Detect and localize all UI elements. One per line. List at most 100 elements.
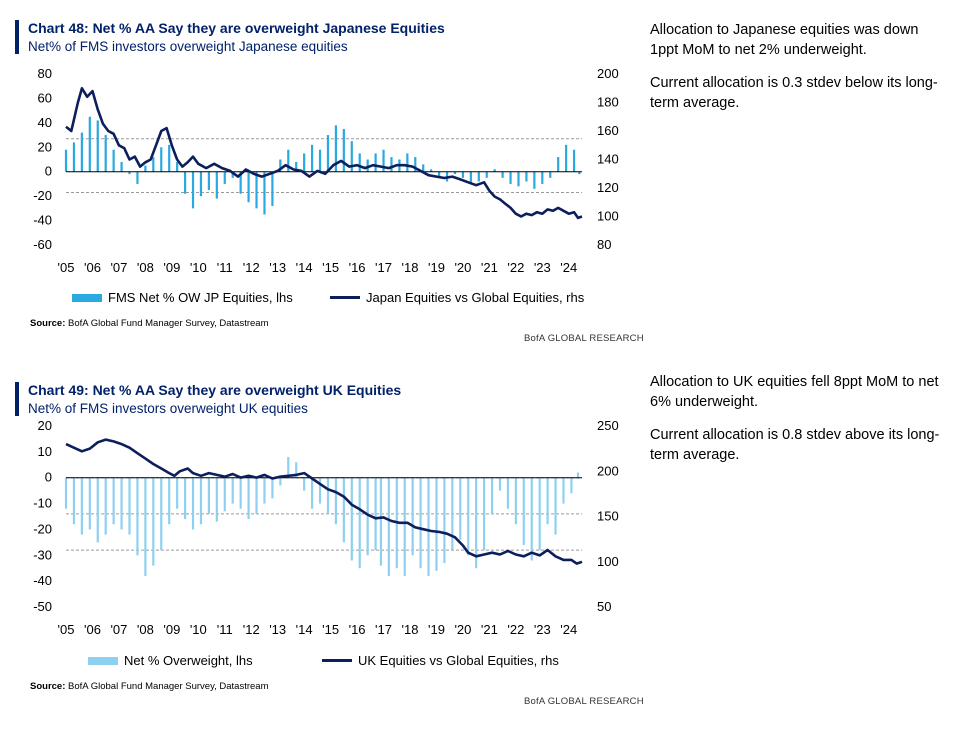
bar bbox=[334, 477, 338, 525]
bar bbox=[271, 171, 274, 206]
bar bbox=[160, 147, 163, 172]
bar bbox=[191, 477, 195, 530]
x-tick-label: '16 bbox=[349, 622, 366, 637]
x-tick-label: '07 bbox=[110, 622, 127, 637]
y-tick-label-left: -40 bbox=[33, 573, 52, 588]
commentary-paragraph: Current allocation is 0.3 stdev below it… bbox=[650, 75, 938, 111]
legend-item-line: UK Equities vs Global Equities, rhs bbox=[322, 653, 559, 668]
bar bbox=[263, 477, 266, 504]
source-note: Source: BofA Global Fund Manager Survey,… bbox=[30, 318, 269, 329]
y-tick-label-left: -20 bbox=[33, 521, 52, 536]
bar bbox=[557, 157, 560, 172]
bar bbox=[112, 477, 115, 525]
x-tick-label: '06 bbox=[84, 260, 101, 275]
bar bbox=[191, 171, 195, 209]
bar bbox=[247, 171, 250, 203]
legend-label: UK Equities vs Global Equities, rhs bbox=[358, 653, 559, 668]
bar bbox=[403, 477, 406, 576]
y-tick-label-right: 180 bbox=[597, 95, 619, 110]
bar bbox=[88, 477, 91, 530]
source-note: Source: BofA Global Fund Manager Survey,… bbox=[30, 681, 269, 692]
legend-swatch-bars bbox=[72, 293, 102, 302]
x-tick-label: '12 bbox=[243, 260, 260, 275]
bar bbox=[303, 477, 306, 491]
bar bbox=[231, 477, 234, 504]
legend-swatch-line bbox=[322, 659, 352, 662]
y-tick-label-left: -60 bbox=[33, 237, 52, 252]
bar bbox=[295, 161, 298, 172]
bar bbox=[390, 157, 393, 172]
bar bbox=[144, 477, 147, 576]
bar bbox=[453, 171, 457, 175]
bar bbox=[207, 477, 210, 514]
bar bbox=[549, 171, 552, 178]
bar bbox=[350, 477, 353, 561]
legend-label: Japan Equities vs Global Equities, rhs bbox=[366, 290, 585, 305]
bar bbox=[183, 477, 187, 520]
bar bbox=[379, 477, 382, 566]
bar bbox=[498, 477, 502, 491]
x-tick-label: '24 bbox=[560, 260, 577, 275]
commentary-paragraph: Allocation to UK equities fell 8ppt MoM … bbox=[650, 374, 939, 410]
bar bbox=[326, 477, 330, 514]
y-tick-label-left: 20 bbox=[38, 139, 52, 154]
x-tick-label: '19 bbox=[428, 622, 445, 637]
bar bbox=[576, 472, 580, 478]
y-tick-label-left: -20 bbox=[33, 188, 52, 203]
chart-subtitle: Net% of FMS investors overweight Japanes… bbox=[28, 39, 348, 54]
bar bbox=[387, 477, 390, 576]
y-tick-label-right: 100 bbox=[597, 209, 619, 224]
bar bbox=[64, 149, 68, 172]
chart-plot: 20100-10-20-30-40-5025020015010050'05'06… bbox=[33, 418, 619, 637]
x-tick-label: '05 bbox=[58, 622, 75, 637]
bar bbox=[104, 135, 107, 172]
chart-plot: 806040200-20-40-6020018016014012010080'0… bbox=[33, 66, 619, 275]
bar bbox=[223, 477, 226, 512]
x-tick-label: '22 bbox=[507, 260, 524, 275]
x-tick-label: '06 bbox=[84, 622, 101, 637]
commentary-paragraph: Current allocation is 0.8 stdev above it… bbox=[650, 427, 940, 463]
bar bbox=[538, 477, 541, 551]
chart-panel-uk: Chart 49: Net % AA Say they are overweig… bbox=[0, 362, 644, 724]
bar bbox=[88, 116, 91, 172]
x-tick-label: '17 bbox=[375, 622, 392, 637]
bar bbox=[435, 477, 438, 571]
bar bbox=[530, 477, 533, 561]
bar bbox=[366, 159, 369, 172]
bar bbox=[342, 128, 345, 172]
bar bbox=[96, 477, 99, 543]
bar bbox=[223, 171, 226, 184]
bar bbox=[64, 477, 68, 509]
chart-panel-japan: Chart 48: Net % AA Say they are overweig… bbox=[0, 0, 644, 352]
bar bbox=[422, 164, 425, 172]
bar bbox=[287, 149, 290, 172]
x-tick-label: '12 bbox=[243, 622, 260, 637]
bar bbox=[144, 165, 147, 172]
bar bbox=[541, 171, 544, 184]
x-tick-label: '20 bbox=[454, 260, 471, 275]
x-tick-label: '24 bbox=[560, 622, 577, 637]
y-tick-label-right: 80 bbox=[597, 237, 611, 252]
bar bbox=[287, 457, 290, 478]
bar bbox=[72, 142, 76, 172]
y-tick-label-left: 0 bbox=[45, 470, 52, 485]
bar bbox=[427, 477, 430, 576]
bar bbox=[477, 171, 480, 182]
bar bbox=[509, 171, 512, 184]
bar bbox=[199, 477, 203, 525]
bar bbox=[374, 477, 377, 551]
x-tick-label: '08 bbox=[137, 622, 154, 637]
y-tick-label-right: 120 bbox=[597, 180, 619, 195]
bar bbox=[80, 132, 83, 172]
bar bbox=[350, 141, 353, 172]
bar bbox=[112, 149, 115, 172]
bar bbox=[160, 477, 163, 551]
bar bbox=[199, 171, 203, 197]
bar bbox=[366, 477, 369, 556]
bar bbox=[310, 477, 314, 509]
x-tick-label: '15 bbox=[322, 260, 339, 275]
bar bbox=[207, 171, 210, 191]
bar bbox=[469, 171, 472, 184]
bar bbox=[572, 149, 576, 172]
series-line bbox=[65, 87, 583, 220]
